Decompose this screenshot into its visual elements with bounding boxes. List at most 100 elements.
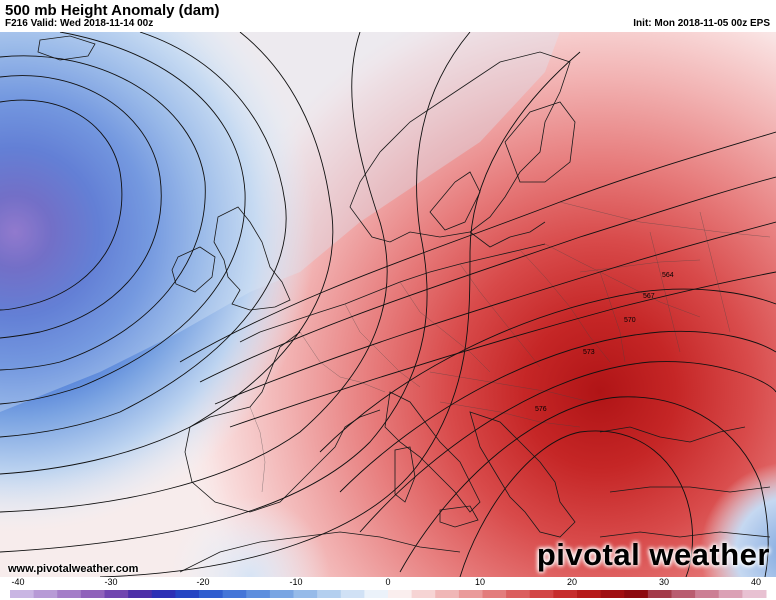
colorbar-segment	[340, 590, 365, 598]
contour-low-3	[0, 55, 206, 371]
colorbar-segment	[175, 590, 200, 598]
colorbar-segment	[269, 590, 295, 598]
contour-11	[199, 176, 776, 383]
colorbar-segment	[529, 590, 554, 598]
colorbar-segment	[600, 590, 625, 598]
colorbar-tick: -30	[104, 577, 118, 587]
border-8	[439, 401, 581, 428]
contour-labels: 564 567 570 573 576	[535, 272, 674, 413]
init-time: Init: Mon 2018-11-05 00z EPS	[633, 18, 770, 29]
colorbar-tick: 0	[385, 577, 391, 587]
colorbar-segment	[553, 590, 578, 598]
border-11	[649, 231, 681, 353]
colorbar-tick: -10	[289, 577, 303, 587]
sardinia-outline	[394, 446, 416, 503]
contour-low-inner	[0, 99, 123, 311]
colorbar-segment	[718, 590, 743, 598]
border-9	[249, 406, 266, 493]
contour-576	[459, 430, 693, 577]
colorbar-segment	[246, 590, 271, 598]
border-2	[344, 303, 421, 388]
colorbar-segment	[222, 590, 247, 598]
contour-6	[0, 32, 334, 475]
colorbar-segment	[647, 590, 673, 598]
colorbar-tick: -40	[11, 577, 25, 587]
contour-13	[229, 271, 776, 428]
weather-map[interactable]: 564 567 570 573 576	[0, 32, 776, 577]
website-url[interactable]: www.pivotalweather.com	[8, 563, 139, 575]
contour-low-2	[0, 75, 162, 339]
colorbar-segment	[10, 590, 35, 598]
colorbar-tick: 40	[750, 577, 762, 587]
colorbar-segment	[364, 590, 389, 598]
colorbar-segment	[388, 590, 413, 598]
iceland-outline	[37, 35, 96, 61]
border-5	[519, 249, 611, 363]
ireland-outline	[171, 246, 216, 293]
contour-12	[214, 221, 776, 405]
colorbar-segment	[33, 590, 58, 598]
turkey-south-coast	[599, 531, 771, 538]
colorbar-tick: 30	[658, 577, 670, 587]
balkans-outline	[469, 411, 576, 538]
contour-10	[179, 131, 776, 363]
political-borders	[249, 201, 771, 493]
contour-567	[339, 330, 776, 493]
colorbar-segment	[577, 590, 602, 598]
brand-logo: pivotal weather	[536, 537, 770, 572]
colorbar-segment	[317, 590, 342, 598]
colorbar-tick: -20	[196, 577, 210, 587]
contour-label: 567	[643, 293, 655, 300]
border-1	[299, 331, 386, 393]
colorbar-segment	[458, 590, 484, 598]
map-title: 500 mb Height Anomaly (dam)	[5, 2, 220, 19]
contour-8	[0, 32, 471, 553]
colorbar-segment	[199, 590, 224, 598]
contour-label: 564	[662, 272, 674, 279]
height-contours	[0, 32, 776, 577]
contour-label: 573	[583, 349, 595, 356]
north-sea-coast	[239, 243, 546, 343]
contour-5	[0, 32, 287, 438]
colorbar-segment	[742, 590, 767, 598]
colorbar-segment	[411, 590, 436, 598]
colorbar-strip	[10, 590, 767, 598]
turkey-north-coast	[609, 486, 771, 493]
contour-label: 570	[624, 317, 636, 324]
contour-4	[0, 32, 246, 405]
colorbar-segment	[80, 590, 106, 598]
border-7	[429, 371, 591, 403]
map-header: 500 mb Height Anomaly (dam) F216 Valid: …	[0, 0, 776, 32]
contour-9	[99, 51, 581, 577]
colorbar-segment	[506, 590, 531, 598]
colorbar-segment	[128, 590, 153, 598]
colorbar-tick: 20	[566, 577, 578, 587]
border-3	[399, 281, 491, 373]
valid-time: F216 Valid: Wed 2018-11-14 00z	[5, 18, 154, 29]
colorbar-segment	[293, 590, 318, 598]
great-britain-outline	[213, 206, 291, 311]
contour-564	[319, 288, 776, 453]
border-10	[599, 271, 626, 363]
border-13	[559, 201, 771, 238]
colorbar-segment	[435, 590, 460, 598]
border-14	[579, 259, 701, 273]
colorbar-tick: 10	[474, 577, 486, 587]
contour-570	[359, 361, 776, 533]
border-12	[699, 211, 731, 333]
colorbar-segment	[624, 590, 649, 598]
colorbar-segment	[57, 590, 82, 598]
border-4	[459, 263, 541, 368]
border-6	[544, 243, 701, 318]
contour-573	[399, 396, 769, 577]
colorbar-segment	[151, 590, 176, 598]
italy-outline	[384, 391, 481, 513]
contour-7	[0, 32, 388, 513]
anomaly-map-svg: 564 567 570 573 576	[0, 32, 776, 577]
colorbar: -40 -30 -20 -10 0 10 20 30 40	[0, 577, 776, 600]
baltic-coast	[469, 221, 546, 248]
sw-negative-anomaly	[0, 32, 776, 577]
contour-label: 576	[535, 406, 547, 413]
colorbar-segment	[104, 590, 129, 598]
sicily-outline	[439, 505, 479, 528]
